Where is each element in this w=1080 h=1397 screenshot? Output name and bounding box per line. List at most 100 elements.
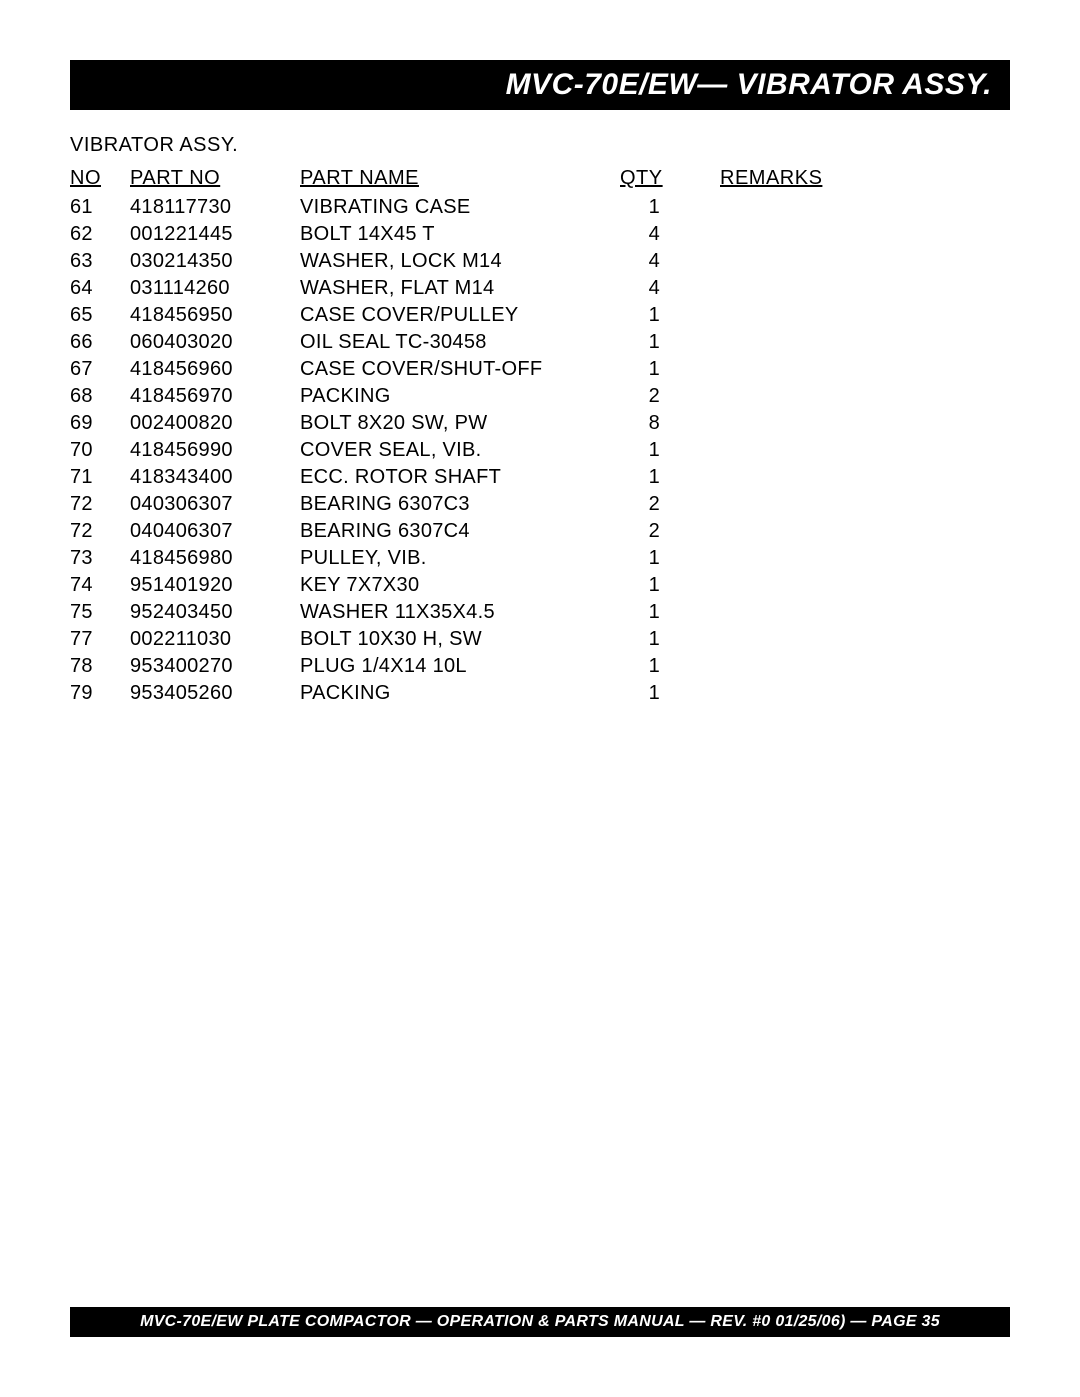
- cell-part-name: BEARING 6307C4: [300, 518, 620, 545]
- col-header-part-name: PART NAME: [300, 165, 620, 194]
- cell-no: 72: [70, 491, 130, 518]
- cell-qty: 1: [620, 680, 720, 707]
- cell-remarks: [720, 545, 1010, 572]
- table-row: 72040306307BEARING 6307C32: [70, 491, 1010, 518]
- page: MVC-70E/EW— VIBRATOR ASSY. VIBRATOR ASSY…: [0, 0, 1080, 1397]
- cell-part-name: WASHER, FLAT M14: [300, 275, 620, 302]
- cell-part-name: PACKING: [300, 680, 620, 707]
- cell-part-name: OIL SEAL TC-30458: [300, 329, 620, 356]
- cell-remarks: [720, 653, 1010, 680]
- cell-remarks: [720, 599, 1010, 626]
- table-row: 63030214350WASHER, LOCK M144: [70, 248, 1010, 275]
- cell-remarks: [720, 221, 1010, 248]
- col-header-part-no: PART NO: [130, 165, 300, 194]
- cell-part-name: CASE COVER/PULLEY: [300, 302, 620, 329]
- cell-part-no: 418456980: [130, 545, 300, 572]
- table-row: 74951401920KEY 7X7X301: [70, 572, 1010, 599]
- table-row: 65418456950CASE COVER/PULLEY1: [70, 302, 1010, 329]
- cell-part-no: 418456960: [130, 356, 300, 383]
- cell-no: 71: [70, 464, 130, 491]
- cell-no: 72: [70, 518, 130, 545]
- table-row: 77002211030BOLT 10X30 H, SW1: [70, 626, 1010, 653]
- cell-no: 75: [70, 599, 130, 626]
- table-header-row: NO PART NO PART NAME QTY REMARKS: [70, 165, 1010, 194]
- cell-qty: 1: [620, 653, 720, 680]
- cell-no: 61: [70, 194, 130, 221]
- cell-remarks: [720, 329, 1010, 356]
- table-row: 75952403450WASHER 11X35X4.51: [70, 599, 1010, 626]
- cell-qty: 1: [620, 572, 720, 599]
- cell-remarks: [720, 680, 1010, 707]
- cell-part-name: COVER SEAL, VIB.: [300, 437, 620, 464]
- col-header-remarks: REMARKS: [720, 165, 1010, 194]
- cell-part-name: PLUG 1/4X14 10L: [300, 653, 620, 680]
- cell-remarks: [720, 491, 1010, 518]
- cell-remarks: [720, 248, 1010, 275]
- cell-qty: 1: [620, 356, 720, 383]
- cell-qty: 1: [620, 599, 720, 626]
- table-body: 61418117730VIBRATING CASE162001221445BOL…: [70, 194, 1010, 707]
- header-title: MVC-70E/EW— VIBRATOR ASSY.: [506, 68, 992, 101]
- cell-remarks: [720, 437, 1010, 464]
- table-row: 62001221445BOLT 14X45 T4: [70, 221, 1010, 248]
- cell-remarks: [720, 356, 1010, 383]
- cell-no: 79: [70, 680, 130, 707]
- cell-part-no: 418456950: [130, 302, 300, 329]
- table-row: 72040406307BEARING 6307C42: [70, 518, 1010, 545]
- cell-part-name: ECC. ROTOR SHAFT: [300, 464, 620, 491]
- cell-no: 67: [70, 356, 130, 383]
- cell-part-no: 951401920: [130, 572, 300, 599]
- cell-part-name: CASE COVER/SHUT-OFF: [300, 356, 620, 383]
- cell-qty: 1: [620, 464, 720, 491]
- cell-qty: 1: [620, 545, 720, 572]
- table-row: 68418456970PACKING2: [70, 383, 1010, 410]
- table-row: 67418456960CASE COVER/SHUT-OFF1: [70, 356, 1010, 383]
- cell-qty: 1: [620, 302, 720, 329]
- cell-part-no: 001221445: [130, 221, 300, 248]
- table-row: 66060403020OIL SEAL TC-304581: [70, 329, 1010, 356]
- cell-qty: 8: [620, 410, 720, 437]
- cell-qty: 1: [620, 437, 720, 464]
- cell-part-no: 953400270: [130, 653, 300, 680]
- col-header-qty: QTY: [620, 165, 720, 194]
- cell-no: 73: [70, 545, 130, 572]
- cell-part-no: 060403020: [130, 329, 300, 356]
- cell-part-no: 002211030: [130, 626, 300, 653]
- cell-part-no: 418343400: [130, 464, 300, 491]
- cell-part-name: BOLT 8X20 SW, PW: [300, 410, 620, 437]
- cell-part-no: 030214350: [130, 248, 300, 275]
- table-row: 71418343400ECC. ROTOR SHAFT1: [70, 464, 1010, 491]
- cell-qty: 2: [620, 383, 720, 410]
- cell-remarks: [720, 275, 1010, 302]
- cell-part-no: 031114260: [130, 275, 300, 302]
- cell-part-no: 952403450: [130, 599, 300, 626]
- cell-no: 62: [70, 221, 130, 248]
- cell-qty: 1: [620, 194, 720, 221]
- cell-no: 77: [70, 626, 130, 653]
- cell-part-no: 418456990: [130, 437, 300, 464]
- cell-no: 64: [70, 275, 130, 302]
- footer-bar: MVC-70E/EW PLATE COMPACTOR — OPERATION &…: [70, 1307, 1010, 1337]
- cell-qty: 4: [620, 221, 720, 248]
- cell-remarks: [720, 464, 1010, 491]
- cell-remarks: [720, 383, 1010, 410]
- cell-part-no: 418117730: [130, 194, 300, 221]
- cell-no: 68: [70, 383, 130, 410]
- cell-part-no: 002400820: [130, 410, 300, 437]
- parts-table: NO PART NO PART NAME QTY REMARKS 6141811…: [70, 165, 1010, 707]
- cell-no: 65: [70, 302, 130, 329]
- cell-qty: 1: [620, 626, 720, 653]
- cell-qty: 4: [620, 275, 720, 302]
- cell-part-name: PULLEY, VIB.: [300, 545, 620, 572]
- cell-part-name: BOLT 10X30 H, SW: [300, 626, 620, 653]
- footer-text: MVC-70E/EW PLATE COMPACTOR — OPERATION &…: [140, 1313, 940, 1330]
- section-title: VIBRATOR ASSY.: [70, 134, 1010, 157]
- cell-no: 63: [70, 248, 130, 275]
- cell-part-name: PACKING: [300, 383, 620, 410]
- col-header-no: NO: [70, 165, 130, 194]
- cell-no: 69: [70, 410, 130, 437]
- cell-remarks: [720, 410, 1010, 437]
- cell-part-no: 418456970: [130, 383, 300, 410]
- cell-no: 66: [70, 329, 130, 356]
- cell-remarks: [720, 518, 1010, 545]
